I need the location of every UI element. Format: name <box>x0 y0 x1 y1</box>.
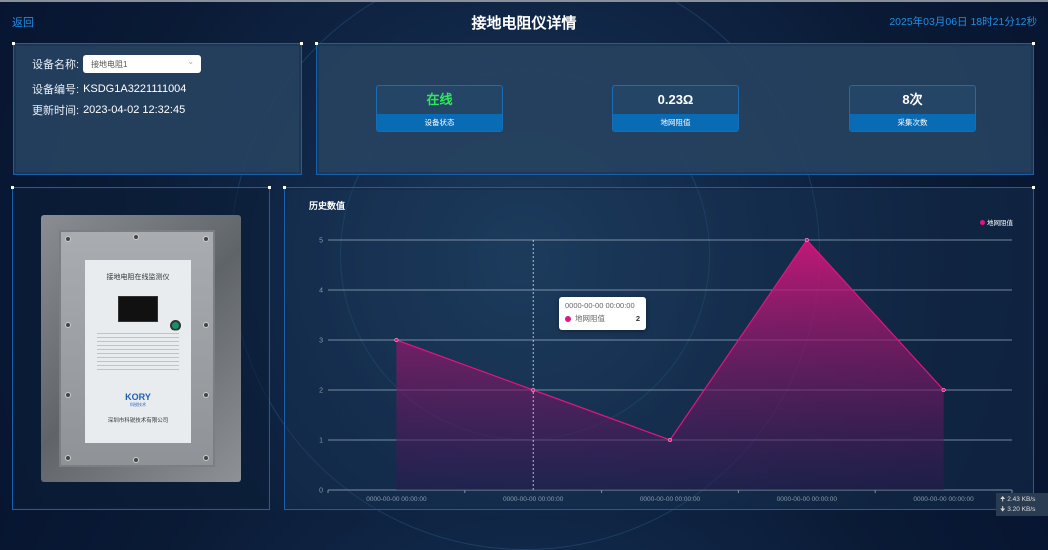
data-point <box>668 437 673 442</box>
chart-tooltip: 0000-00-00 00:00:00 地网阻值 2 <box>559 297 646 330</box>
stats-panel: 在线 设备状态 0.23Ω 地网阻值 8次 采集次数 <box>315 42 1035 175</box>
stat-label: 采集次数 <box>850 114 975 131</box>
device-name-label: 设备名称: <box>32 59 80 71</box>
y-tick-label: 1 <box>319 438 323 445</box>
datetime: 2025年03月06日 18时21分12秒 <box>889 16 1037 28</box>
series-area <box>396 240 944 490</box>
y-tick-label: 0 <box>319 488 323 495</box>
legend-label: 地网阻值 <box>987 220 1013 227</box>
network-speed-widget: 🠉 2.43 KB/s 🠋 3.20 KB/s <box>996 493 1048 516</box>
stat-ground-resistance: 0.23Ω 地网阻值 <box>612 85 739 132</box>
device-code-value: KSDG1A3221111004 <box>83 83 187 95</box>
stat-collect-count: 8次 采集次数 <box>849 85 976 132</box>
stat-device-status: 在线 设备状态 <box>376 85 503 132</box>
back-link[interactable]: 返回 <box>12 17 34 29</box>
x-tick-label: 0000-00-00 00:00:00 <box>366 496 427 503</box>
data-point <box>941 387 946 392</box>
y-tick-label: 2 <box>319 388 323 395</box>
device-face: 接地电阻在线监测仪 KORY 科锐技术 深圳市科锐技术有限公司 <box>85 260 191 443</box>
device-photo-brand: KORY <box>125 392 151 402</box>
update-time-value: 2023-04-02 12:32:45 <box>83 104 186 116</box>
x-tick-label: 0000-00-00 00:00:00 <box>640 496 701 503</box>
page-title: 接地电阻仪详情 <box>471 15 577 32</box>
x-tick-label: 0000-00-00 00:00:00 <box>777 496 838 503</box>
upload-speed: 🠉 2.43 KB/s <box>1000 496 1036 503</box>
stat-label: 地网阻值 <box>613 114 738 131</box>
top-bar: 返回 接地电阻仪详情 2025年03月06日 18时21分12秒 <box>0 0 1048 36</box>
device-info-panel: 设备名称: 接地电阻1 ⌄ 设备编号: KSDG1A3221111004 更新时… <box>12 42 303 175</box>
device-photo-company: 深圳市科锐技术有限公司 <box>107 418 169 424</box>
legend-dot <box>980 219 985 225</box>
device-photo-brand-cn: 科锐技术 <box>130 402 146 407</box>
tooltip-title: 0000-00-00 00:00:00 <box>565 301 635 310</box>
y-tick-label: 3 <box>319 338 323 345</box>
data-point <box>804 238 809 243</box>
device-plate: 接地电阻在线监测仪 KORY 科锐技术 深圳市科锐技术有限公司 <box>59 230 215 467</box>
chart-legend[interactable]: 地网阻值 <box>980 217 1013 227</box>
device-name-select[interactable]: 接地电阻1 ⌄ <box>83 55 202 73</box>
tooltip-series: 地网阻值 <box>575 314 605 323</box>
photo-panel: 接地电阻在线监测仪 KORY 科锐技术 深圳市科锐技术有限公司 <box>11 186 271 510</box>
data-point <box>531 387 536 392</box>
chevron-down-icon: ⌄ <box>187 57 195 66</box>
stat-label: 设备状态 <box>377 114 502 131</box>
history-chart-panel: 历史数值 0 1 2 3 4 5 0000-00-00 00:00:00 0000-00-00… <box>283 186 1035 510</box>
y-tick-label: 5 <box>319 238 323 245</box>
data-point <box>394 337 399 342</box>
device-photo: 接地电阻在线监测仪 KORY 科锐技术 深圳市科锐技术有限公司 <box>41 215 241 482</box>
device-photo-title: 接地电阻在线监测仪 <box>106 274 170 281</box>
y-tick-label: 4 <box>319 288 323 295</box>
x-tick-label: 0000-00-00 00:00:00 <box>503 496 564 503</box>
stat-value: 0.23Ω <box>657 92 694 107</box>
chart-title: 历史数值 <box>309 201 346 211</box>
tooltip-dot <box>565 315 571 322</box>
update-time-label: 更新时间: <box>32 105 80 117</box>
device-name-value: 接地电阻1 <box>91 60 128 69</box>
download-speed: 🠋 3.20 KB/s <box>1000 506 1036 513</box>
stat-value: 在线 <box>426 92 453 107</box>
tooltip-value: 2 <box>635 314 640 323</box>
stat-value: 8次 <box>902 92 923 107</box>
x-tick-label: 0000-00-00 00:00:00 <box>913 496 974 503</box>
device-code-label: 设备编号: <box>32 84 80 96</box>
